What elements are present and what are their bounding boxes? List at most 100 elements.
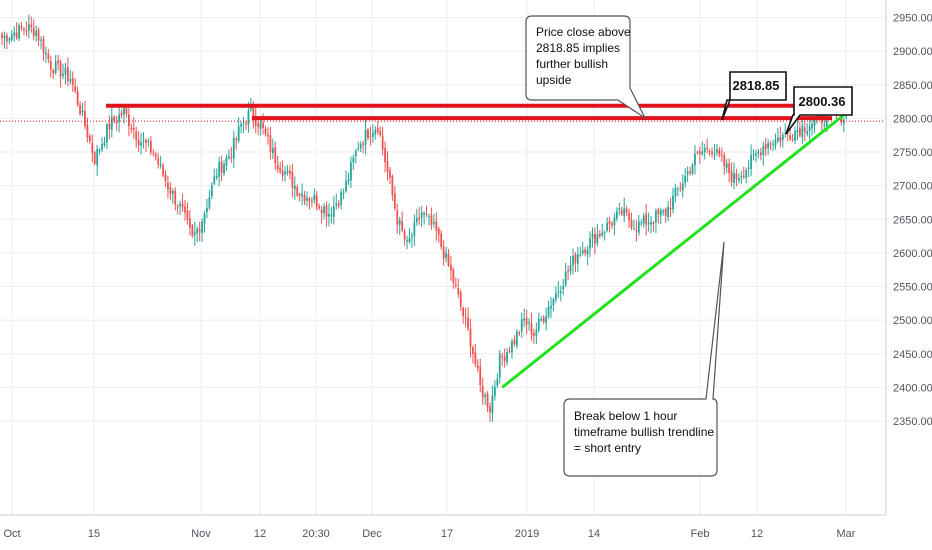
candle-body [169, 187, 172, 195]
candle-body [540, 319, 543, 321]
candle-body [728, 163, 731, 174]
y-tick-label: 2550.00 [893, 282, 932, 294]
candle-body [572, 255, 574, 266]
candle-body [769, 143, 772, 145]
candle-body [730, 171, 733, 182]
candle-body [681, 183, 684, 191]
candle-body [220, 161, 223, 173]
candle-body [176, 206, 179, 208]
candle-body [208, 197, 211, 208]
candle-body [127, 114, 130, 127]
candle-body [81, 110, 84, 113]
candle-body [425, 213, 428, 215]
candle-body [669, 208, 672, 210]
candle-body [145, 139, 147, 144]
candle-body [489, 406, 491, 412]
x-tick-label: Dec [362, 528, 382, 540]
candle-body [228, 156, 230, 159]
candle-body [428, 216, 430, 218]
candle-body [777, 137, 779, 141]
candle-body [103, 142, 106, 146]
candle-body [689, 171, 691, 174]
candle-body [579, 254, 582, 256]
candle-body [198, 229, 201, 232]
candle-body [781, 135, 784, 140]
candle-body [108, 123, 111, 129]
x-tick-label: 14 [588, 528, 600, 540]
candle-body [79, 104, 81, 115]
candle-body [667, 206, 670, 218]
candle-body [218, 162, 221, 177]
candle-body [679, 187, 682, 189]
candle-body [747, 167, 750, 169]
y-tick-label: 2400.00 [893, 382, 932, 394]
candle-body [318, 206, 321, 209]
candle-body [635, 229, 638, 232]
candle-body [340, 191, 343, 205]
candle-body [125, 108, 128, 114]
candle-body [298, 194, 301, 196]
candle-body [467, 317, 469, 329]
candle-body [789, 135, 792, 139]
candle-body [47, 54, 50, 60]
candle-body [562, 286, 565, 290]
level-label-2800-text: 2800.36 [799, 94, 846, 109]
candle-body [303, 195, 306, 202]
candle-body [684, 175, 687, 184]
candle-body [725, 163, 728, 168]
candle-body [315, 195, 318, 207]
candle-body [608, 221, 611, 224]
candle-body [23, 28, 25, 30]
candle-body [469, 328, 472, 347]
candle-body [308, 198, 311, 201]
candle-body [152, 152, 155, 154]
candle-body [672, 195, 674, 210]
candle-body [581, 250, 584, 254]
candle-body [767, 143, 770, 149]
candle-body [232, 138, 235, 159]
callout-top-line-2: 2818.85 implies [536, 41, 620, 55]
candle-body [462, 307, 465, 316]
candle-body [698, 150, 701, 154]
candle-body [508, 350, 511, 352]
candle-body [396, 210, 399, 225]
candle-body [652, 223, 655, 225]
candle-body [164, 174, 167, 181]
candle-body [130, 128, 133, 130]
y-tick-label: 2700.00 [893, 181, 932, 193]
candle-body [66, 67, 69, 81]
y-tick-label: 2350.00 [893, 416, 932, 428]
candle-body [437, 228, 440, 235]
candle-body [657, 209, 660, 215]
callout-top-line-1: Price close above [536, 25, 631, 39]
candle-body [381, 136, 384, 150]
candle-body [291, 172, 294, 188]
candle-body [411, 235, 413, 238]
candle-body [420, 212, 423, 218]
candle-body [352, 157, 355, 163]
candle-body [491, 395, 494, 414]
candle-body [301, 193, 304, 197]
candle-body [403, 231, 406, 240]
candle-body [720, 155, 723, 157]
candle-body [188, 218, 191, 228]
candle-body [515, 331, 518, 346]
candle-body [215, 175, 218, 178]
candle-body [310, 200, 313, 202]
candle-body [276, 164, 279, 169]
candle-body [335, 203, 338, 206]
candle-body [554, 293, 557, 300]
candle-body [406, 240, 408, 242]
candle-body [752, 154, 755, 156]
candle-body [533, 333, 535, 336]
candle-body [367, 129, 369, 138]
candle-body [247, 110, 250, 125]
candle-body [557, 291, 560, 293]
candle-body [142, 140, 145, 142]
candle-body [537, 318, 540, 331]
candle-body [476, 365, 479, 369]
candle-body [342, 193, 345, 195]
candle-body [774, 139, 777, 146]
candle-body [286, 170, 289, 173]
candle-body [633, 228, 635, 230]
